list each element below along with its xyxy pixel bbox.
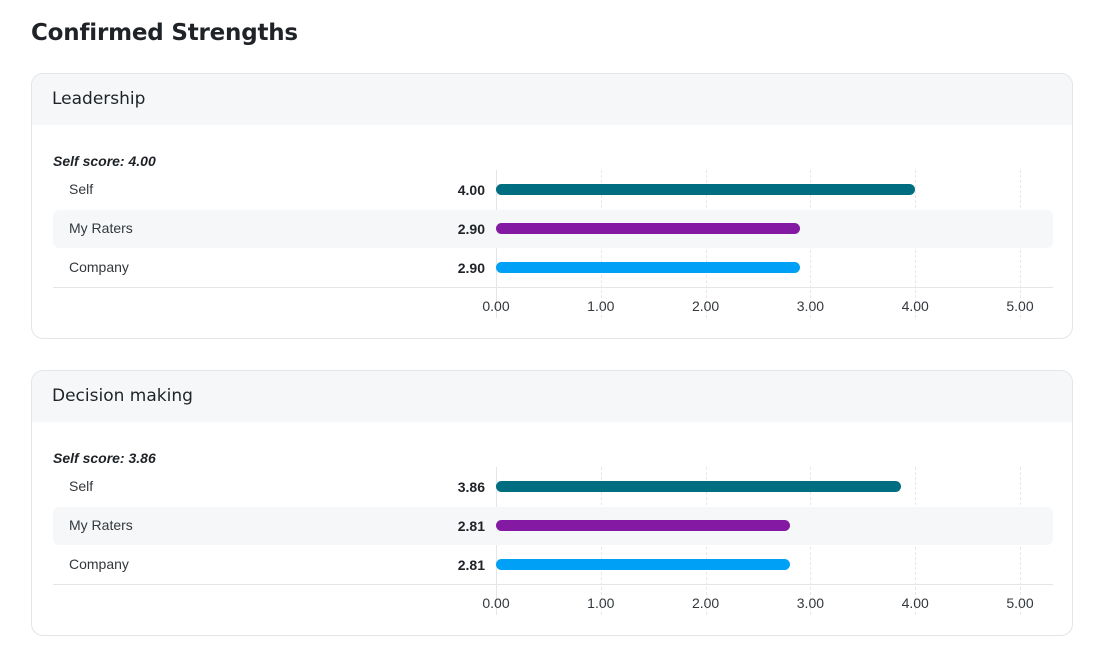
axis-tick-label: 0.00 — [482, 298, 510, 314]
row-label: Company — [69, 556, 129, 572]
score-row: My Raters 2.90 — [53, 210, 1053, 248]
strength-card: Leadership Self score: 4.00 Self 4.00 My Rat… — [31, 73, 1073, 339]
score-row: Company 2.90 — [53, 249, 1053, 287]
axis-tick-label: 2.00 — [691, 595, 720, 611]
score-row: My Raters 2.81 — [53, 507, 1053, 545]
row-label: My Raters — [69, 220, 133, 236]
card-title: Decision making — [52, 386, 193, 406]
score-row: Self 3.86 — [53, 468, 1053, 506]
score-bar — [496, 262, 800, 273]
row-label: My Raters — [69, 517, 133, 533]
axis-tick-label: 2.00 — [691, 298, 720, 314]
row-label: Self — [69, 181, 94, 197]
row-value: 4.00 — [457, 182, 485, 198]
row-value: 2.81 — [457, 518, 485, 534]
row-label: Company — [69, 259, 129, 275]
score-bar — [496, 520, 791, 531]
strength-card: Decision making Self score: 3.86 Self 3.86 M… — [31, 370, 1073, 636]
row-value: 2.81 — [457, 557, 485, 573]
axis-tick-label: 5.00 — [1006, 595, 1034, 611]
axis-tick-label: 4.00 — [901, 595, 929, 611]
score-row: Company 2.81 — [53, 546, 1053, 584]
chart-baseline — [53, 287, 1053, 288]
score-row: Self 4.00 — [53, 171, 1053, 209]
axis-tick-label: 3.00 — [796, 595, 825, 611]
score-bar — [496, 559, 791, 570]
page-title: Confirmed Strengths — [31, 20, 298, 46]
row-value: 2.90 — [457, 221, 485, 237]
axis-tick-label: 1.00 — [587, 595, 615, 611]
row-value: 2.90 — [457, 260, 485, 276]
score-bar — [496, 184, 916, 195]
axis-tick-label: 0.00 — [482, 595, 510, 611]
row-value: 3.86 — [457, 479, 485, 495]
row-label: Self — [69, 478, 94, 494]
score-bar — [496, 223, 800, 234]
self-score-label: Self score: 3.86 — [53, 450, 156, 466]
card-header: Decision making — [32, 371, 1072, 422]
self-score-label: Self score: 4.00 — [53, 153, 156, 169]
chart-baseline — [53, 584, 1053, 585]
axis-tick-label: 4.00 — [901, 298, 929, 314]
axis-tick-label: 5.00 — [1006, 298, 1034, 314]
axis-tick-label: 1.00 — [587, 298, 615, 314]
card-header: Leadership — [32, 74, 1072, 125]
card-title: Leadership — [52, 89, 146, 109]
score-bar — [496, 481, 901, 492]
axis-tick-label: 3.00 — [796, 298, 825, 314]
